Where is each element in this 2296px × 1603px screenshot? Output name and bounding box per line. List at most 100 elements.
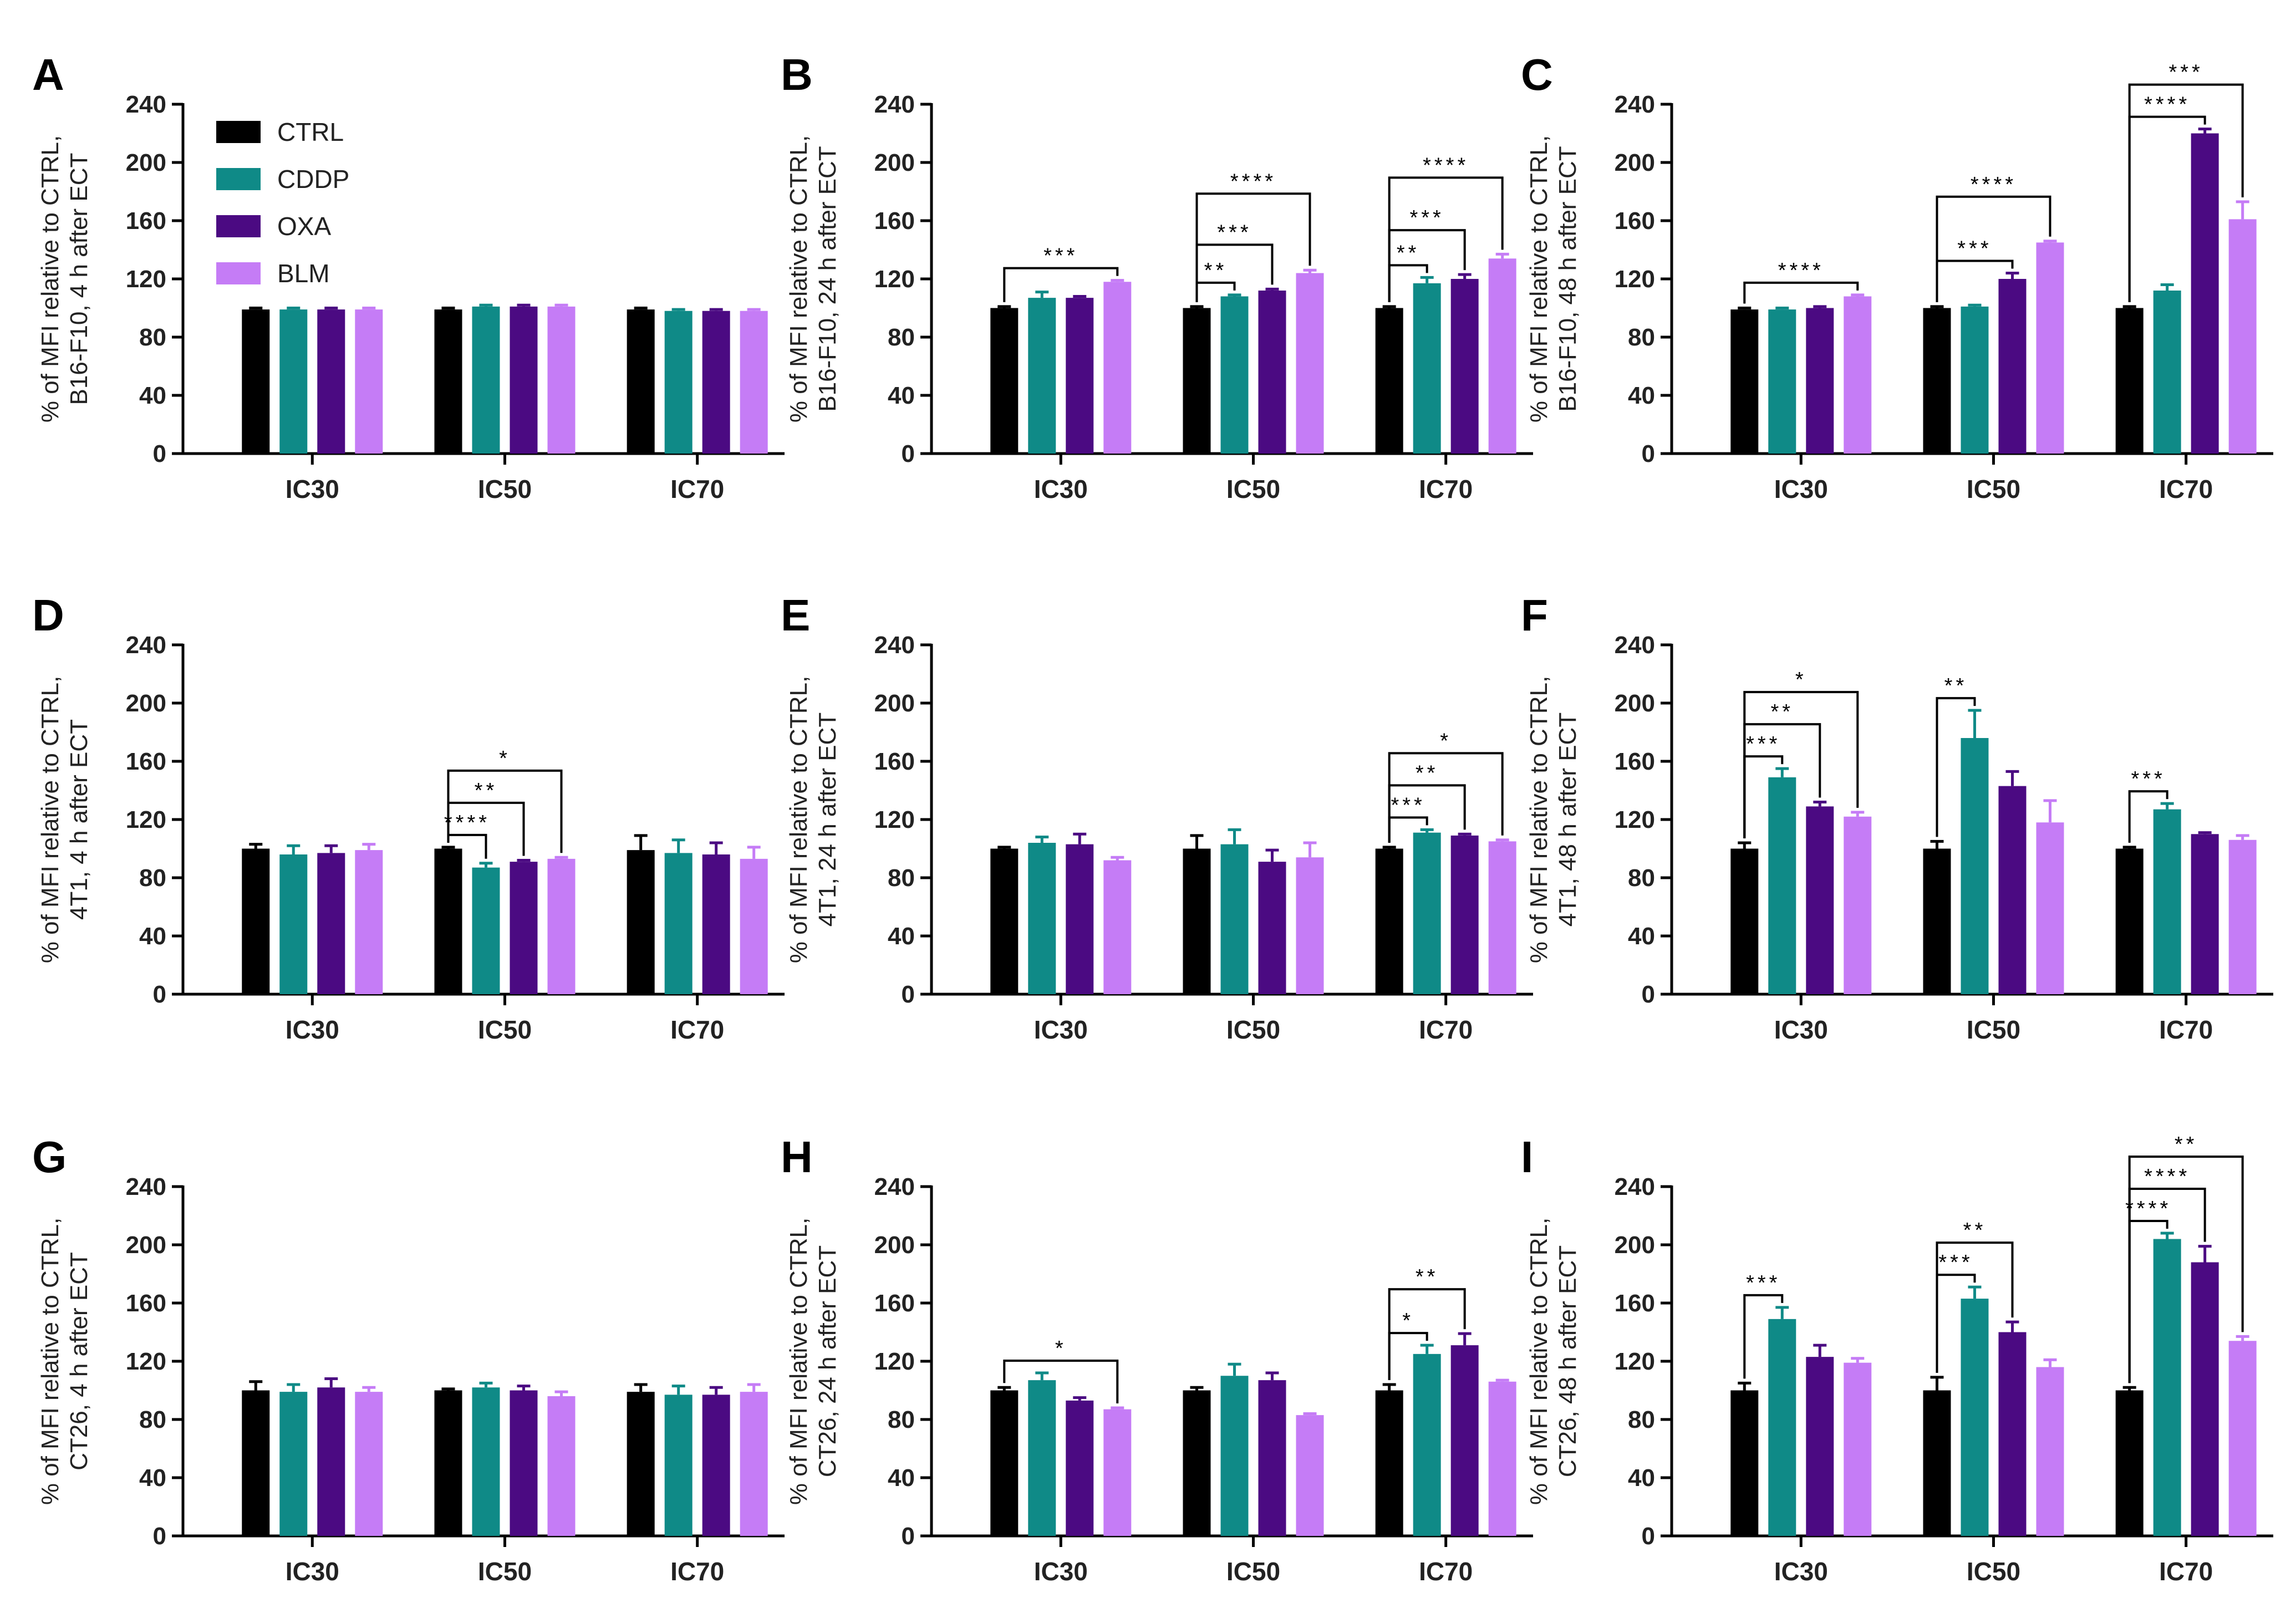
y-tick-label: 240 [874,91,915,118]
y-tick-label: 120 [1615,266,1655,293]
significance-label: **** [2144,1165,2190,1188]
bar-oxa [702,854,730,994]
y-axis-label-line2: CT26, 24 h after ECT [814,1245,841,1477]
bar-ctrl [242,848,270,994]
bar-blm [2036,822,2064,994]
bar-oxa [1258,291,1286,454]
y-axis-label: % of MFI relative to CTRL,B16-F10, 4 h a… [37,135,93,423]
significance-bracket [1743,1294,1784,1379]
bar-ctrl [1375,308,1403,454]
bar-cddp [1413,832,1441,994]
y-tick-label: 0 [1642,981,1655,1008]
y-axis-label-line1: % of MFI relative to CTRL, [37,676,64,963]
legend-label-cddp: CDDP [277,165,349,194]
bar-cddp [2153,809,2181,994]
bar-cddp [1413,1353,1441,1536]
bar-ctrl [2115,308,2144,454]
y-tick-label: 40 [1628,382,1655,409]
bar-oxa [1806,308,1834,454]
panel-letter: G [32,1132,67,1182]
bar-cddp [1961,1299,1989,1536]
bar-ctrl [242,1390,270,1536]
bar-ctrl [1375,1390,1403,1536]
bar-blm [2228,1341,2257,1536]
panel-c: C % of MFI relative to CTRL,B16-F10, 48 h… [1521,50,2273,503]
significance-bracket [1388,752,1504,843]
significance-label: * [1402,1309,1414,1332]
y-tick-label: 40 [139,1464,166,1492]
bar-cddp [664,853,693,994]
bar-blm [1488,841,1516,994]
y-tick-label: 80 [139,864,166,892]
bar-ctrl [242,309,270,454]
bar-oxa [2191,834,2219,994]
significance-label: *** [1043,245,1078,268]
significance-bracket [1003,1360,1119,1403]
panel-i: I % of MFI relative to CTRL,CT26, 48 h af… [1521,1132,2273,1586]
bar-oxa [1450,1345,1479,1536]
panel-b: B % of MFI relative to CTRL,B16-F10, 24 h… [781,50,1533,503]
bar-cddp [1220,296,1249,454]
y-tick-label: 80 [1628,324,1655,351]
panel-f: F % of MFI relative to CTRL,4T1, 48 h aft… [1521,591,2273,1044]
y-axis-label-line1: % of MFI relative to CTRL, [37,1218,64,1505]
x-tick-label: IC70 [1419,475,1473,503]
bar-blm [355,1392,383,1536]
y-tick-label: 240 [874,632,915,659]
bar-oxa [1066,298,1094,454]
significance-label: ** [1397,241,1420,264]
x-tick-label: IC50 [1226,1557,1280,1586]
y-tick-label: 160 [126,748,166,775]
legend-label-blm: BLM [277,259,330,288]
y-axis-label: % of MFI relative to CTRL,CT26, 24 h aft… [785,1218,841,1505]
bar-cddp [472,867,500,994]
x-tick-label: IC70 [1419,1557,1473,1586]
significance-label: *** [2131,767,2165,791]
significance-label: *** [1746,732,1780,756]
y-axis-label-line2: B16-F10, 48 h after ECT [1554,146,1581,411]
significance-label: *** [1409,206,1444,230]
bar-blm [1296,857,1324,994]
bar-blm [1296,1415,1324,1536]
bar-cddp [1028,843,1056,994]
y-axis-label-line2: CT26, 48 h after ECT [1554,1245,1581,1477]
y-tick-label: 120 [1615,1348,1655,1375]
significance-label: **** [2125,1197,2171,1220]
x-tick-label: IC70 [670,1015,724,1044]
bar-blm [547,1396,576,1536]
panel-letter: I [1521,1132,1533,1182]
y-tick-label: 200 [874,690,915,717]
y-tick-label: 0 [902,1523,915,1550]
bar-oxa [1998,279,2027,454]
x-tick-label: IC50 [1967,475,2020,503]
y-tick-label: 160 [126,207,166,235]
y-tick-label: 0 [902,440,915,467]
legend-swatch-blm [216,262,261,284]
bar-oxa [1066,1400,1094,1536]
significance-label: ** [1770,700,1794,724]
y-tick-label: 240 [1615,632,1655,659]
bar-ctrl [434,1390,462,1536]
bar-cddp [472,1387,500,1536]
significance-label: ** [1963,1219,1987,1242]
significance-bracket [1195,192,1311,302]
bar-blm [1103,282,1132,454]
panel-letter: H [781,1132,813,1182]
bar-ctrl [1183,1390,1211,1536]
significance-label: ** [1204,259,1228,282]
bar-blm [2036,242,2064,454]
bar-ctrl [2115,848,2144,994]
y-tick-label: 160 [1615,207,1655,235]
bar-blm [1103,860,1132,994]
y-tick-label: 120 [126,266,166,293]
significance-bracket [1743,281,1859,304]
x-tick-label: IC30 [1774,1557,1828,1586]
significance-bracket [2128,790,2168,843]
panel-d: D % of MFI relative to CTRL,4T1, 4 h afte… [32,591,785,1044]
bar-blm [2228,219,2257,454]
x-tick-label: IC30 [1774,475,1828,503]
bar-ctrl [990,1390,1019,1536]
panel-h: H % of MFI relative to CTRL,CT26, 24 h af… [781,1132,1533,1586]
bar-ctrl [1183,308,1211,454]
